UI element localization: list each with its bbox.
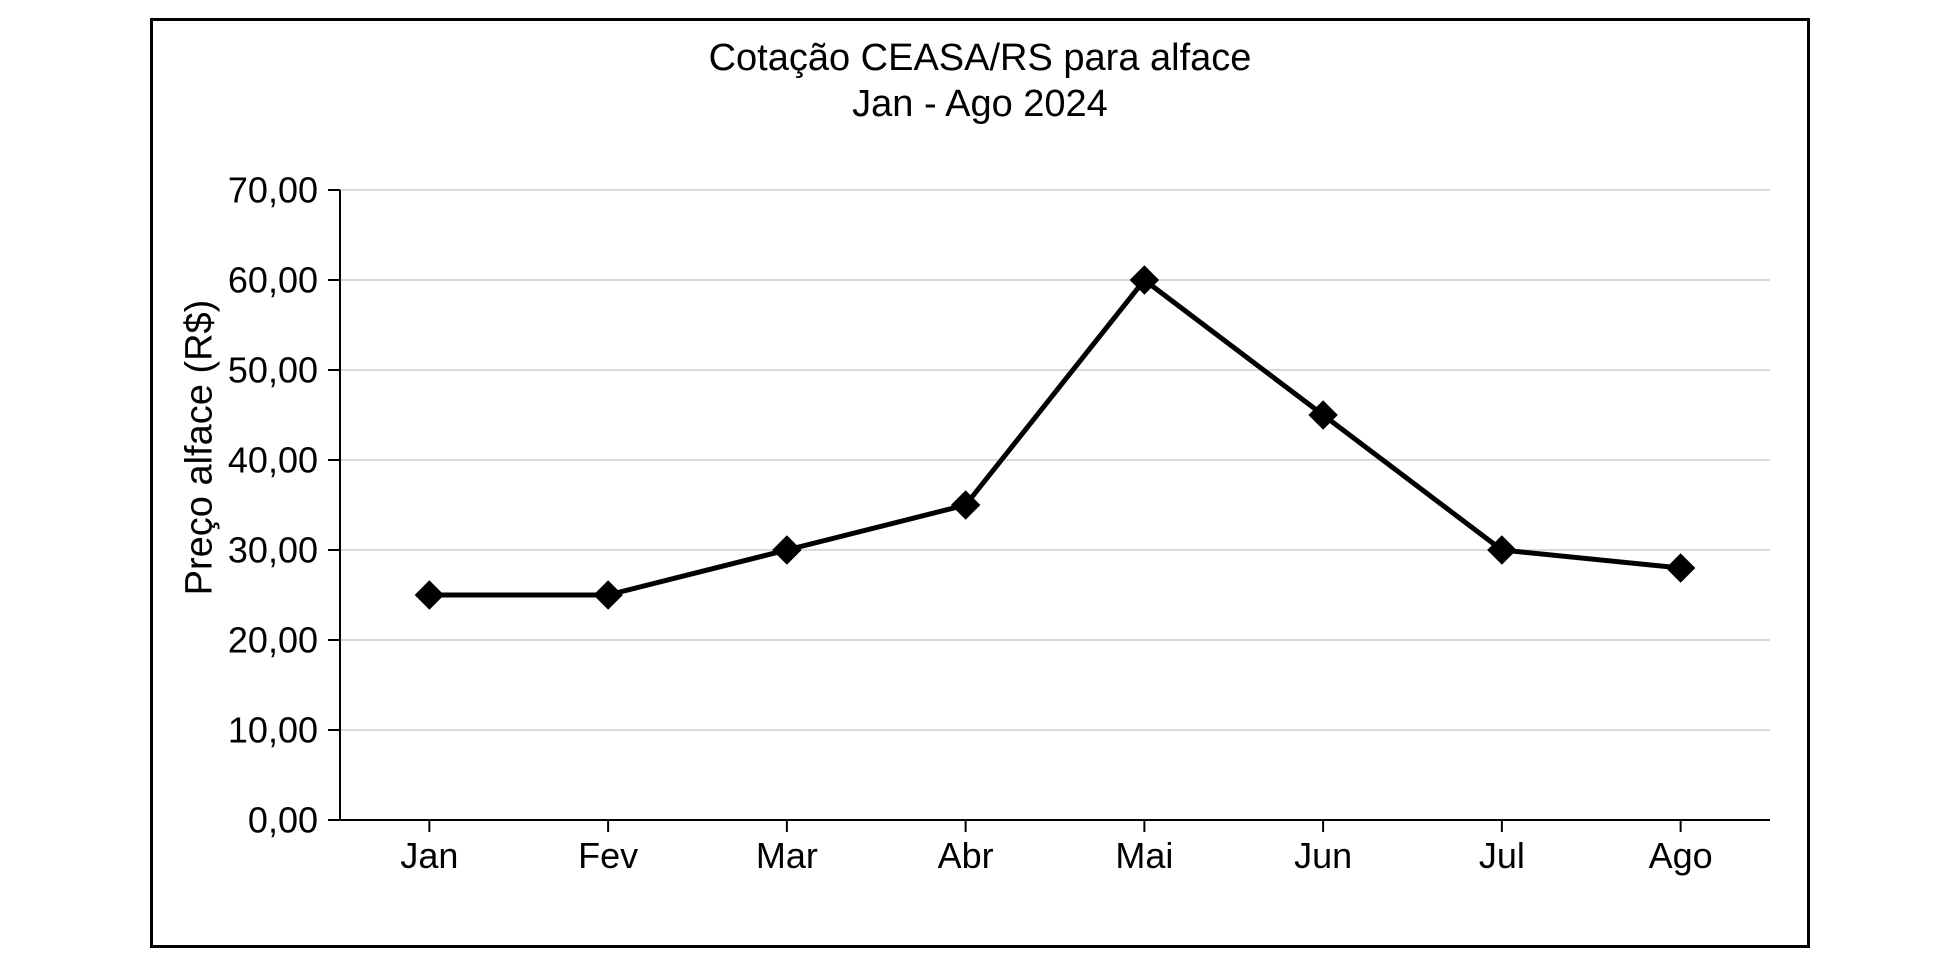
data-marker [773, 536, 801, 564]
x-tick-label: Jun [1294, 835, 1352, 876]
x-tick-label: Abr [938, 835, 994, 876]
y-tick-label: 0,00 [248, 800, 318, 841]
data-marker [1667, 554, 1695, 582]
data-marker [594, 581, 622, 609]
y-tick-label: 50,00 [228, 350, 318, 391]
y-tick-label: 70,00 [228, 170, 318, 211]
x-tick-label: Mai [1115, 835, 1173, 876]
x-tick-label: Jan [400, 835, 458, 876]
chart-svg: 0,00 10,00 20,00 30,00 40,00 50,00 60,00 70,00 J… [0, 0, 1960, 966]
y-tick-label: 10,00 [228, 710, 318, 751]
x-tick-label: Mar [756, 835, 818, 876]
y-tick-label: 60,00 [228, 260, 318, 301]
x-tick-label: Jul [1479, 835, 1525, 876]
y-tick-label: 30,00 [228, 530, 318, 571]
data-marker [415, 581, 443, 609]
y-tick-label: 20,00 [228, 620, 318, 661]
x-tick-label: Ago [1649, 835, 1713, 876]
y-tick-label: 40,00 [228, 440, 318, 481]
x-tick-label: Fev [578, 835, 638, 876]
